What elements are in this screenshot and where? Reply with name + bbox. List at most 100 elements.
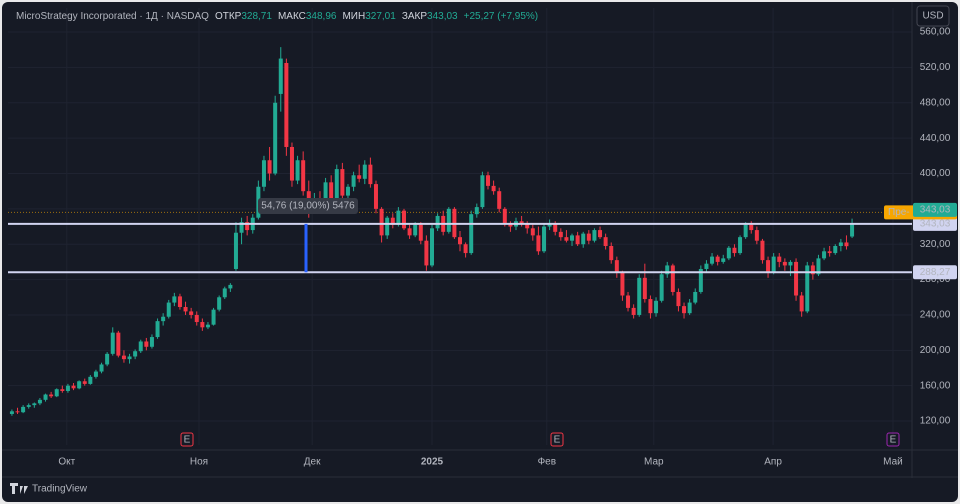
candle-body — [553, 223, 558, 232]
candle-body — [486, 175, 491, 186]
candle-body — [144, 341, 149, 347]
candle-body — [698, 268, 703, 292]
hline-label: 288,27 — [920, 267, 951, 278]
currency-button[interactable] — [916, 5, 950, 27]
currency-label[interactable]: USD — [922, 11, 943, 22]
event-icon[interactable] — [550, 432, 564, 447]
candle-body — [463, 244, 468, 254]
candle-body — [222, 288, 227, 298]
candle-body — [782, 261, 787, 266]
candle-body — [530, 228, 535, 236]
candle-body — [149, 337, 154, 347]
candle-body — [822, 251, 827, 259]
candle-body — [676, 291, 681, 307]
candle-body — [850, 223, 855, 237]
y-tick-label: 120,00 — [920, 416, 951, 427]
candle-body — [233, 232, 238, 269]
candle-body — [373, 184, 378, 209]
event-icon[interactable] — [180, 432, 194, 447]
y-tick-label: 480,00 — [920, 97, 951, 108]
candle-body — [99, 364, 104, 372]
candle-body — [155, 321, 160, 338]
candle-body — [838, 242, 843, 246]
measure-text: 54,76 (19,00%) 5476 — [261, 201, 355, 212]
candle-body — [390, 217, 395, 225]
candle-body — [564, 237, 569, 241]
candle-body — [323, 182, 328, 204]
candle-body — [429, 228, 434, 266]
candle-body — [407, 228, 412, 236]
candle-body — [239, 222, 244, 233]
candle-body — [754, 230, 759, 241]
candle-body — [491, 185, 496, 192]
candle-body — [665, 265, 670, 275]
y-tick-label: 520,00 — [920, 62, 951, 73]
candle-body — [15, 411, 20, 413]
field-name: ОТКР — [215, 11, 242, 22]
candle-body — [424, 240, 429, 266]
candle-body — [166, 302, 171, 317]
candle-body — [586, 233, 591, 241]
candle-body — [536, 235, 541, 252]
candle-body — [161, 316, 166, 322]
candle-body — [542, 226, 547, 252]
candle-body — [138, 341, 143, 352]
candle-body — [385, 217, 390, 236]
x-tick-label: Окт — [58, 457, 75, 468]
candle-body — [777, 256, 782, 262]
candle-body — [844, 242, 849, 247]
candle-body — [329, 182, 334, 209]
candle-body — [217, 297, 222, 310]
candle-body — [687, 302, 692, 314]
candle-body — [788, 261, 793, 266]
candle-body — [267, 160, 272, 174]
candle-body — [413, 224, 418, 236]
candle-body — [726, 247, 731, 259]
candle-body — [570, 235, 575, 241]
x-tick-label: Апр — [764, 457, 782, 468]
candle-body — [177, 296, 182, 307]
event-label: E — [184, 435, 191, 446]
candle-body — [558, 231, 563, 238]
event-icon[interactable] — [886, 432, 900, 447]
event-label: E — [890, 435, 897, 446]
candle-body — [340, 169, 345, 196]
candle-body — [71, 385, 76, 389]
candle-body — [670, 265, 675, 292]
candle-body — [598, 230, 603, 238]
x-tick-label: Мар — [644, 457, 664, 468]
candle-body — [211, 309, 216, 325]
y-tick-label: 160,00 — [920, 380, 951, 391]
candle-body — [794, 261, 799, 296]
hline-label: 343,03 — [920, 219, 951, 230]
candle-body — [127, 356, 132, 360]
y-tick-label: 240,00 — [920, 310, 951, 321]
candle-body — [284, 62, 289, 147]
candle-body — [743, 224, 748, 238]
candle-body — [88, 376, 93, 384]
candle-body — [379, 208, 384, 236]
x-tick-label: Дек — [304, 457, 321, 468]
change: +25,27 (+7,95%) — [464, 11, 539, 22]
candle-body — [301, 160, 306, 192]
candle-body — [816, 258, 821, 275]
candle-body — [77, 381, 82, 389]
candle-body — [458, 237, 462, 245]
candle-body — [334, 169, 339, 209]
candle-body — [121, 355, 126, 360]
price-box — [913, 216, 957, 231]
candle-body — [810, 265, 815, 275]
candle-body — [704, 263, 709, 269]
event-label: E — [554, 435, 561, 446]
candle-body — [273, 102, 278, 174]
candle-body — [362, 164, 367, 179]
x-tick-label: Фев — [538, 457, 556, 468]
last-price-label: 343,03 — [920, 205, 951, 216]
candle-body — [435, 215, 440, 229]
candle-body — [245, 222, 250, 231]
candle-body — [502, 208, 507, 224]
candle-body — [659, 274, 664, 301]
premarket-name: Пре- — [888, 207, 910, 218]
